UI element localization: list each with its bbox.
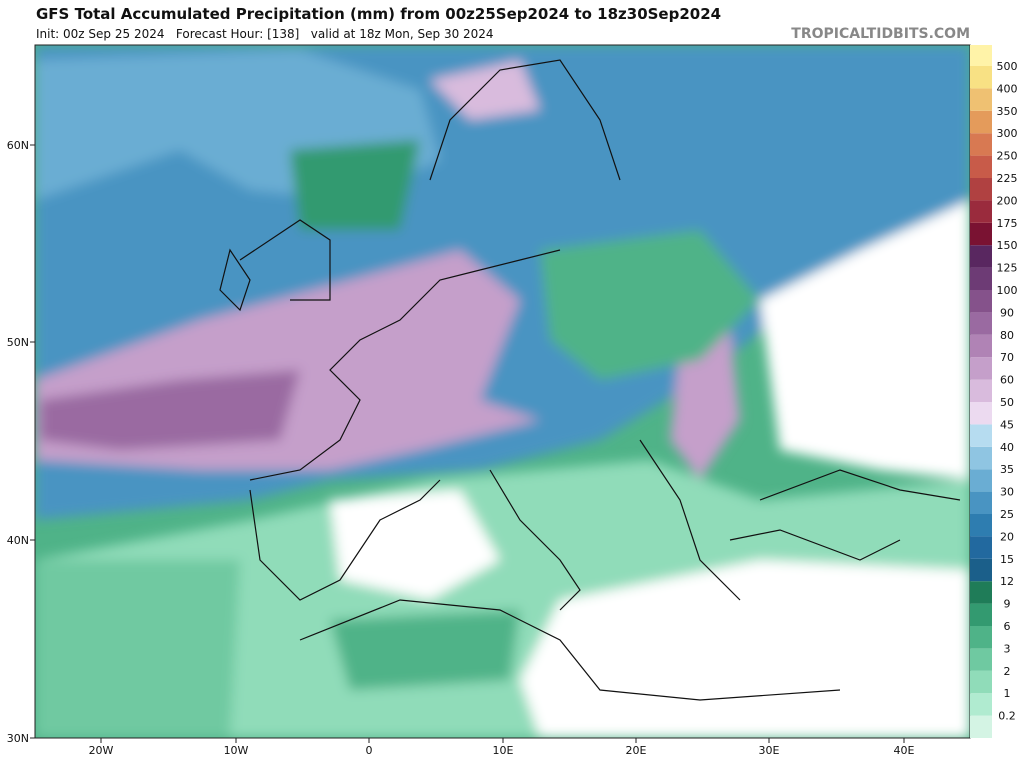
- colorbar-swatch: [970, 88, 992, 111]
- colorbar-swatch: [970, 379, 992, 402]
- colorbar-label: 20: [1000, 530, 1014, 543]
- colorbar-label: 350: [997, 105, 1018, 118]
- lon-label: 20E: [626, 744, 647, 757]
- lon-label: 10E: [493, 744, 514, 757]
- colorbar-swatch: [970, 290, 992, 313]
- colorbar-swatch: [970, 626, 992, 649]
- lon-label: 40E: [894, 744, 915, 757]
- colorbar-swatch: [970, 110, 992, 134]
- colorbar-label: 0.2: [998, 710, 1016, 723]
- colorbar-swatch: [970, 357, 992, 380]
- colorbar-swatch: [970, 424, 992, 447]
- colorbar-swatch: [970, 222, 992, 246]
- colorbar-label: 45: [1000, 418, 1014, 431]
- colorbar-label: 70: [1000, 351, 1014, 364]
- colorbar-label: 35: [1000, 463, 1014, 476]
- colorbar-swatch: [970, 558, 992, 582]
- colorbar-swatch: [970, 581, 992, 604]
- colorbar-swatch: [970, 155, 992, 178]
- colorbar-cap: [970, 45, 992, 66]
- colorbar-label: 3: [1004, 642, 1011, 655]
- colorbar-label: 50: [1000, 396, 1014, 409]
- colorbar-label: 100: [997, 284, 1018, 297]
- colorbar-swatch: [970, 469, 992, 492]
- colorbar-label: 175: [997, 217, 1018, 230]
- colorbar-label: 500: [997, 60, 1018, 73]
- colorbar-swatch: [970, 693, 992, 716]
- colorbar-swatch: [970, 648, 992, 671]
- colorbar-label: 40: [1000, 441, 1014, 454]
- colorbar-swatch: [970, 514, 992, 537]
- colorbar-label: 15: [1000, 553, 1014, 566]
- colorbar-swatch: [970, 402, 992, 425]
- colorbar-swatch: [970, 267, 992, 290]
- colorbar-swatch: [970, 715, 992, 738]
- subtitle: Init: 00z Sep 25 2024 Forecast Hour: [13…: [36, 27, 494, 41]
- colorbar-label: 225: [997, 172, 1018, 185]
- colorbar-label: 1: [1004, 687, 1011, 700]
- colorbar-swatch: [970, 312, 992, 335]
- colorbar-label: 300: [997, 127, 1018, 140]
- colorbar-label: 60: [1000, 374, 1014, 387]
- lat-label: 60N: [7, 139, 29, 152]
- colorbar-label: 200: [997, 194, 1018, 207]
- lon-label: 0: [366, 744, 373, 757]
- colorbar-swatch: [970, 446, 992, 470]
- brand: TROPICALTIDBITS.COM: [791, 26, 970, 42]
- colorbar-label: 125: [997, 262, 1018, 275]
- lon-label: 10W: [224, 744, 249, 757]
- colorbar-swatch: [970, 200, 992, 223]
- colorbar-swatch: [970, 670, 992, 694]
- colorbar-label: 12: [1000, 575, 1014, 588]
- precip-field: [35, 45, 970, 738]
- colorbar-label: 30: [1000, 486, 1014, 499]
- colorbar-swatch: [970, 491, 992, 514]
- lat-label: 40N: [7, 534, 29, 547]
- colorbar-swatch: [970, 245, 992, 268]
- lon-label: 30E: [759, 744, 780, 757]
- colorbar-label: 2: [1004, 665, 1011, 678]
- colorbar-swatch: [970, 603, 992, 626]
- lat-label: 30N: [7, 732, 29, 745]
- colorbar-swatch: [970, 178, 992, 201]
- colorbar-swatch: [970, 133, 992, 156]
- colorbar-label: 150: [997, 239, 1018, 252]
- colorbar-label: 9: [1004, 598, 1011, 611]
- colorbar-swatch: [970, 66, 992, 89]
- colorbar-swatch: [970, 334, 992, 358]
- colorbar-swatch: [970, 536, 992, 559]
- colorbar-label: 90: [1000, 306, 1014, 319]
- colorbar-label: 400: [997, 82, 1018, 95]
- colorbar-label: 80: [1000, 329, 1014, 342]
- colorbar-label: 6: [1004, 620, 1011, 633]
- title: GFS Total Accumulated Precipitation (mm)…: [36, 5, 721, 23]
- lon-label: 20W: [89, 744, 114, 757]
- lat-label: 50N: [7, 336, 29, 349]
- colorbar-label: 25: [1000, 508, 1014, 521]
- colorbar-label: 250: [997, 150, 1018, 163]
